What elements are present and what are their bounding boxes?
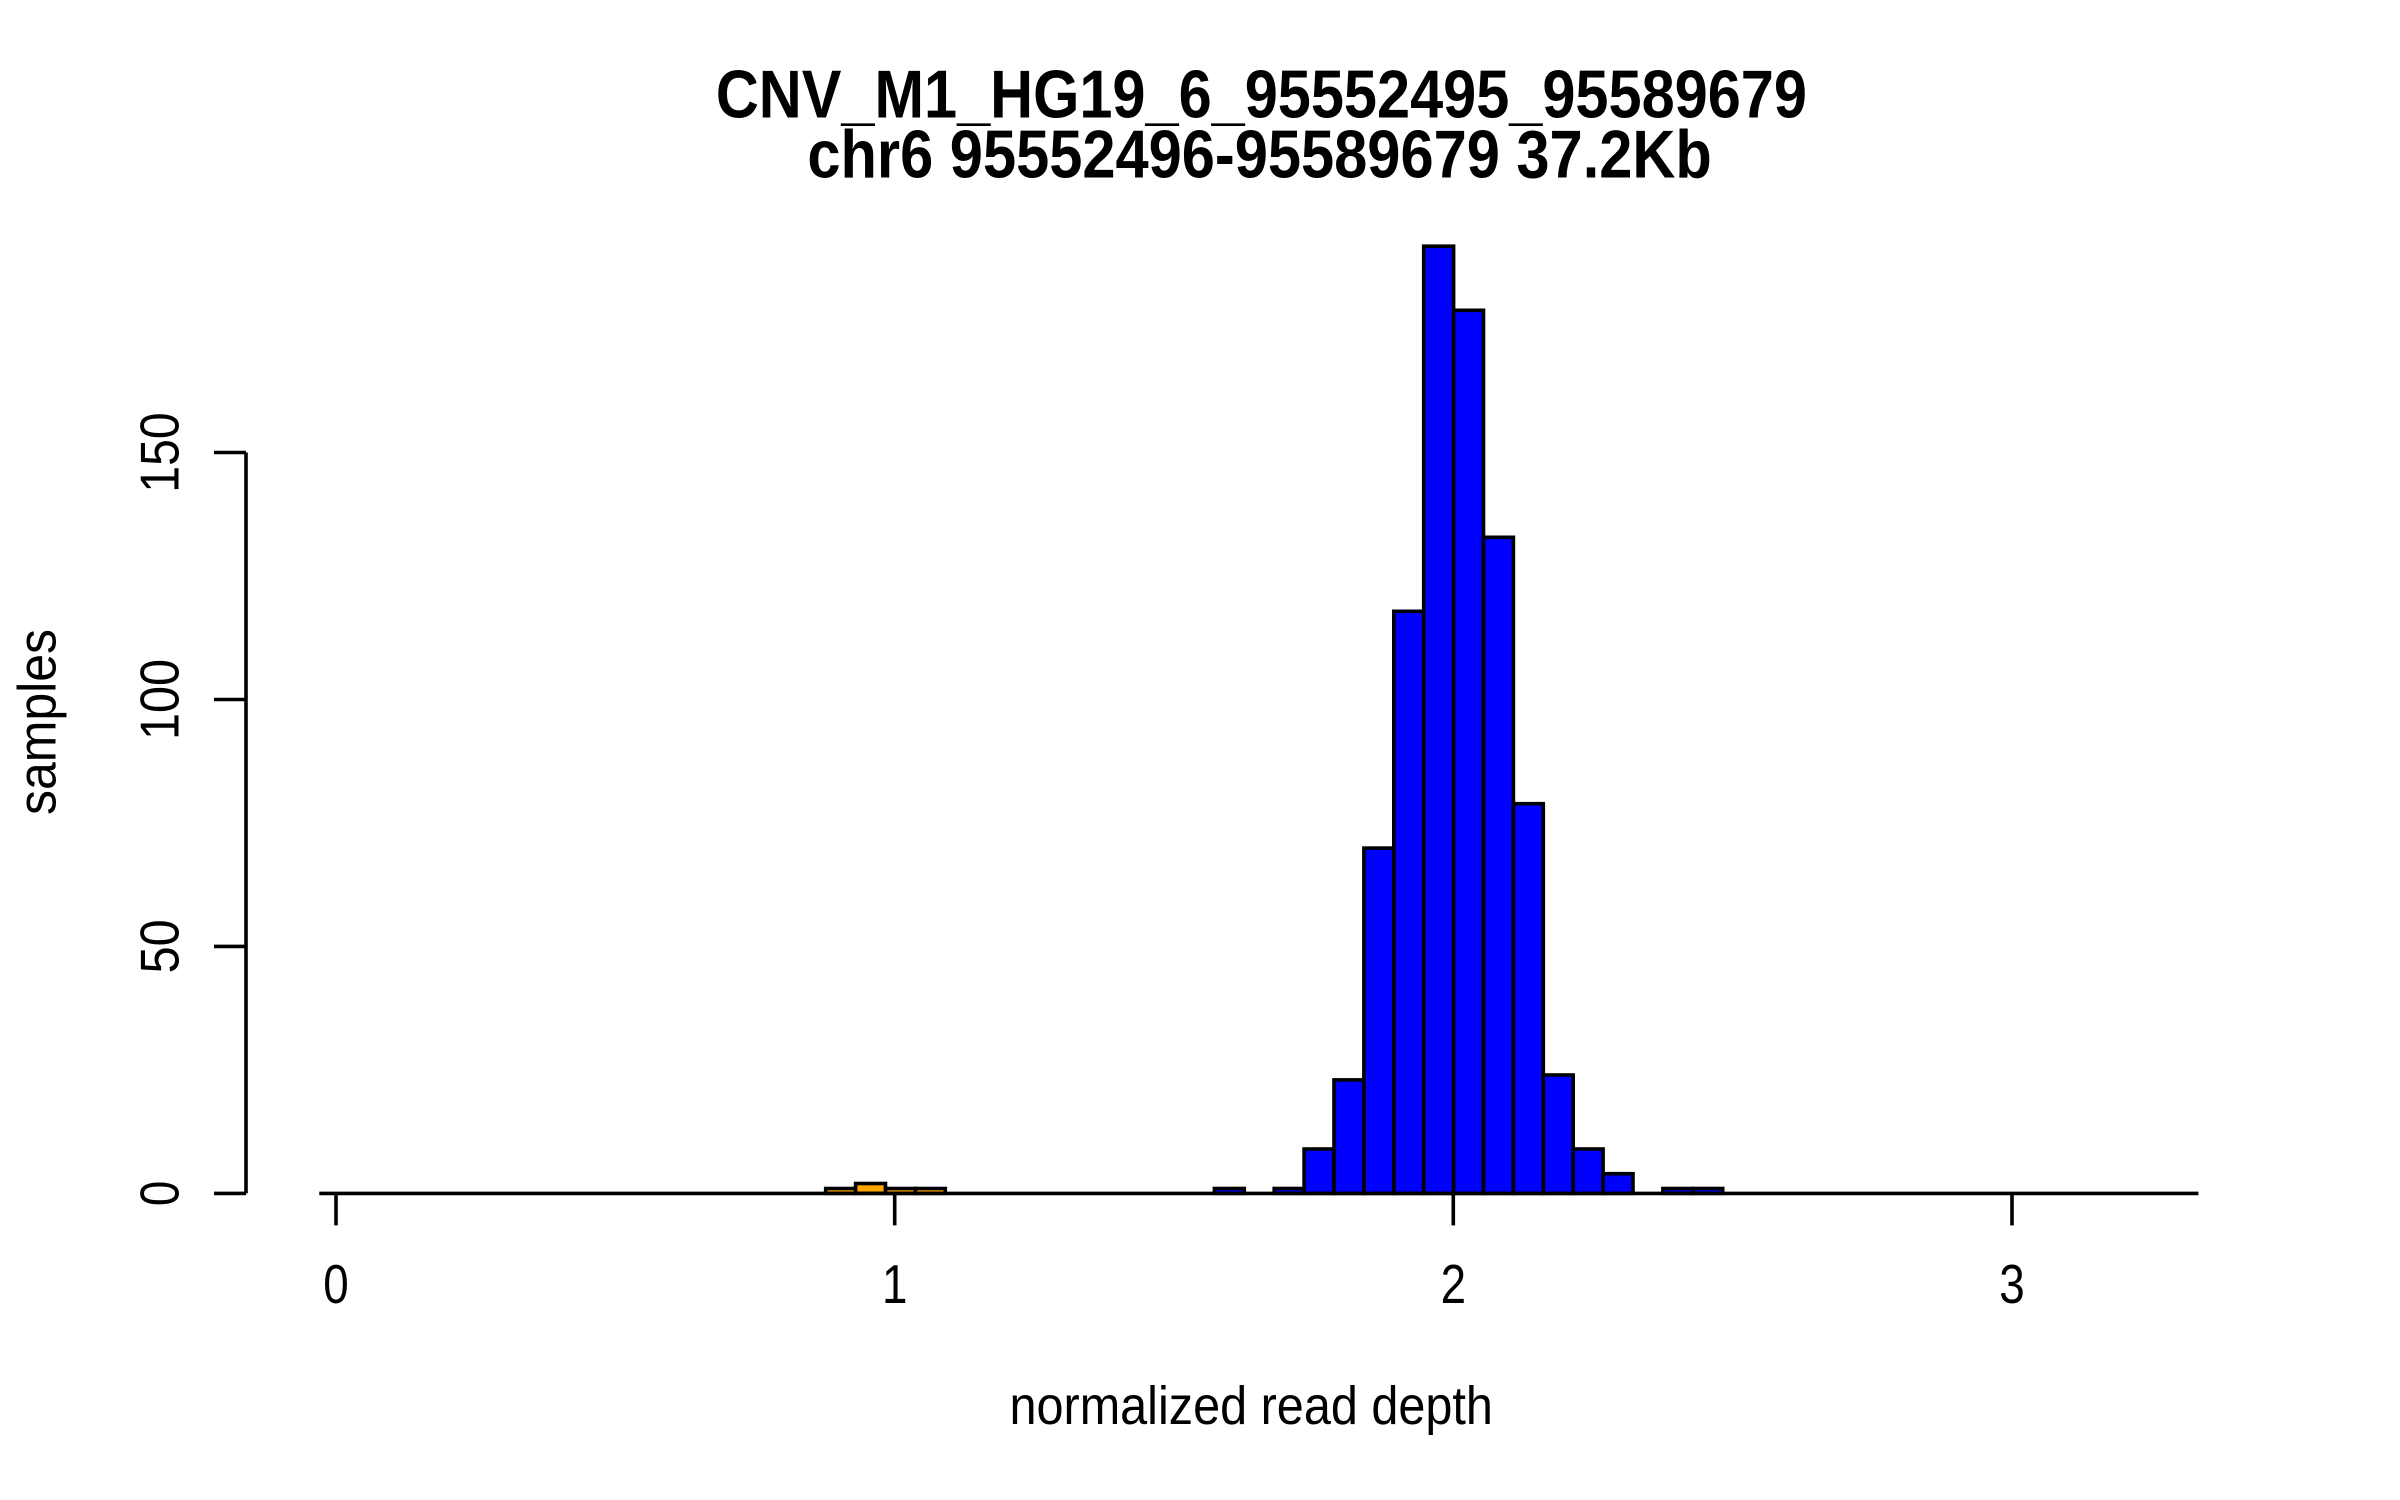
svg-text:100: 100 — [129, 659, 190, 740]
svg-text:2: 2 — [1441, 1253, 1466, 1315]
svg-text:150: 150 — [129, 412, 190, 492]
svg-text:1: 1 — [882, 1253, 907, 1315]
svg-text:0: 0 — [128, 1181, 190, 1206]
svg-text:normalized read depth: normalized read depth — [1009, 1376, 1492, 1436]
svg-text:CNV_M1_HG19_6_95552495_9558967: CNV_M1_HG19_6_95552495_95589679 — [716, 57, 1807, 132]
svg-text:0: 0 — [323, 1253, 348, 1315]
svg-text:samples: samples — [7, 629, 67, 815]
svg-text:chr6 95552496-95589679 37.2Kb: chr6 95552496-95589679 37.2Kb — [807, 117, 1711, 192]
svg-text:3: 3 — [1999, 1253, 2024, 1315]
svg-text:50: 50 — [129, 919, 190, 973]
